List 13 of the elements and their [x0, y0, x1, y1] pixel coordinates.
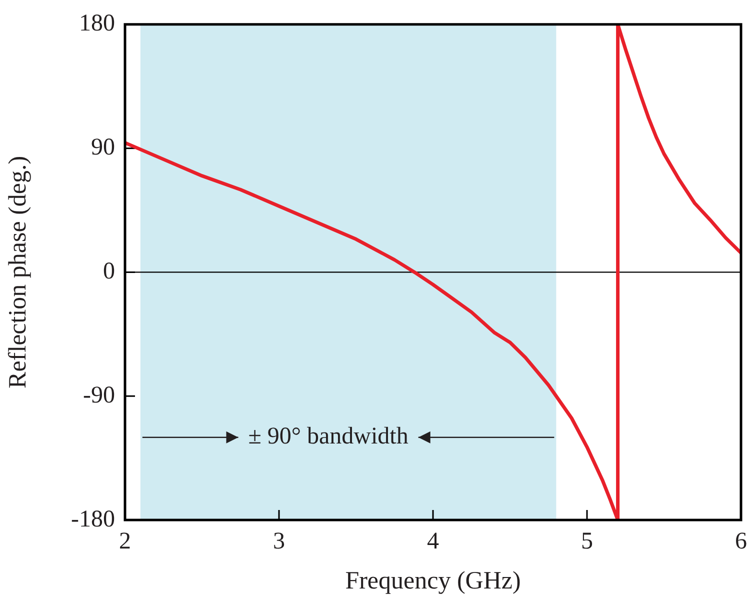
y-tick-label: 0 [103, 258, 115, 284]
y-tick-label: 90 [91, 134, 115, 161]
x-tick-label: 6 [735, 528, 747, 555]
x-tick-label: 5 [581, 528, 593, 555]
y-axis-title: Reflection phase (deg.) [4, 156, 32, 388]
y-tick-label: -90 [83, 382, 115, 408]
x-tick-label: 2 [119, 528, 131, 555]
x-tick-label: 4 [427, 528, 439, 555]
y-tick-label: 180 [79, 10, 115, 37]
y-tick-label: -180 [71, 506, 115, 532]
annotation: ± 90° bandwidth [248, 424, 408, 450]
x-tick-label: 3 [273, 528, 285, 555]
x-axis-title: Frequency (GHz) [345, 568, 521, 595]
